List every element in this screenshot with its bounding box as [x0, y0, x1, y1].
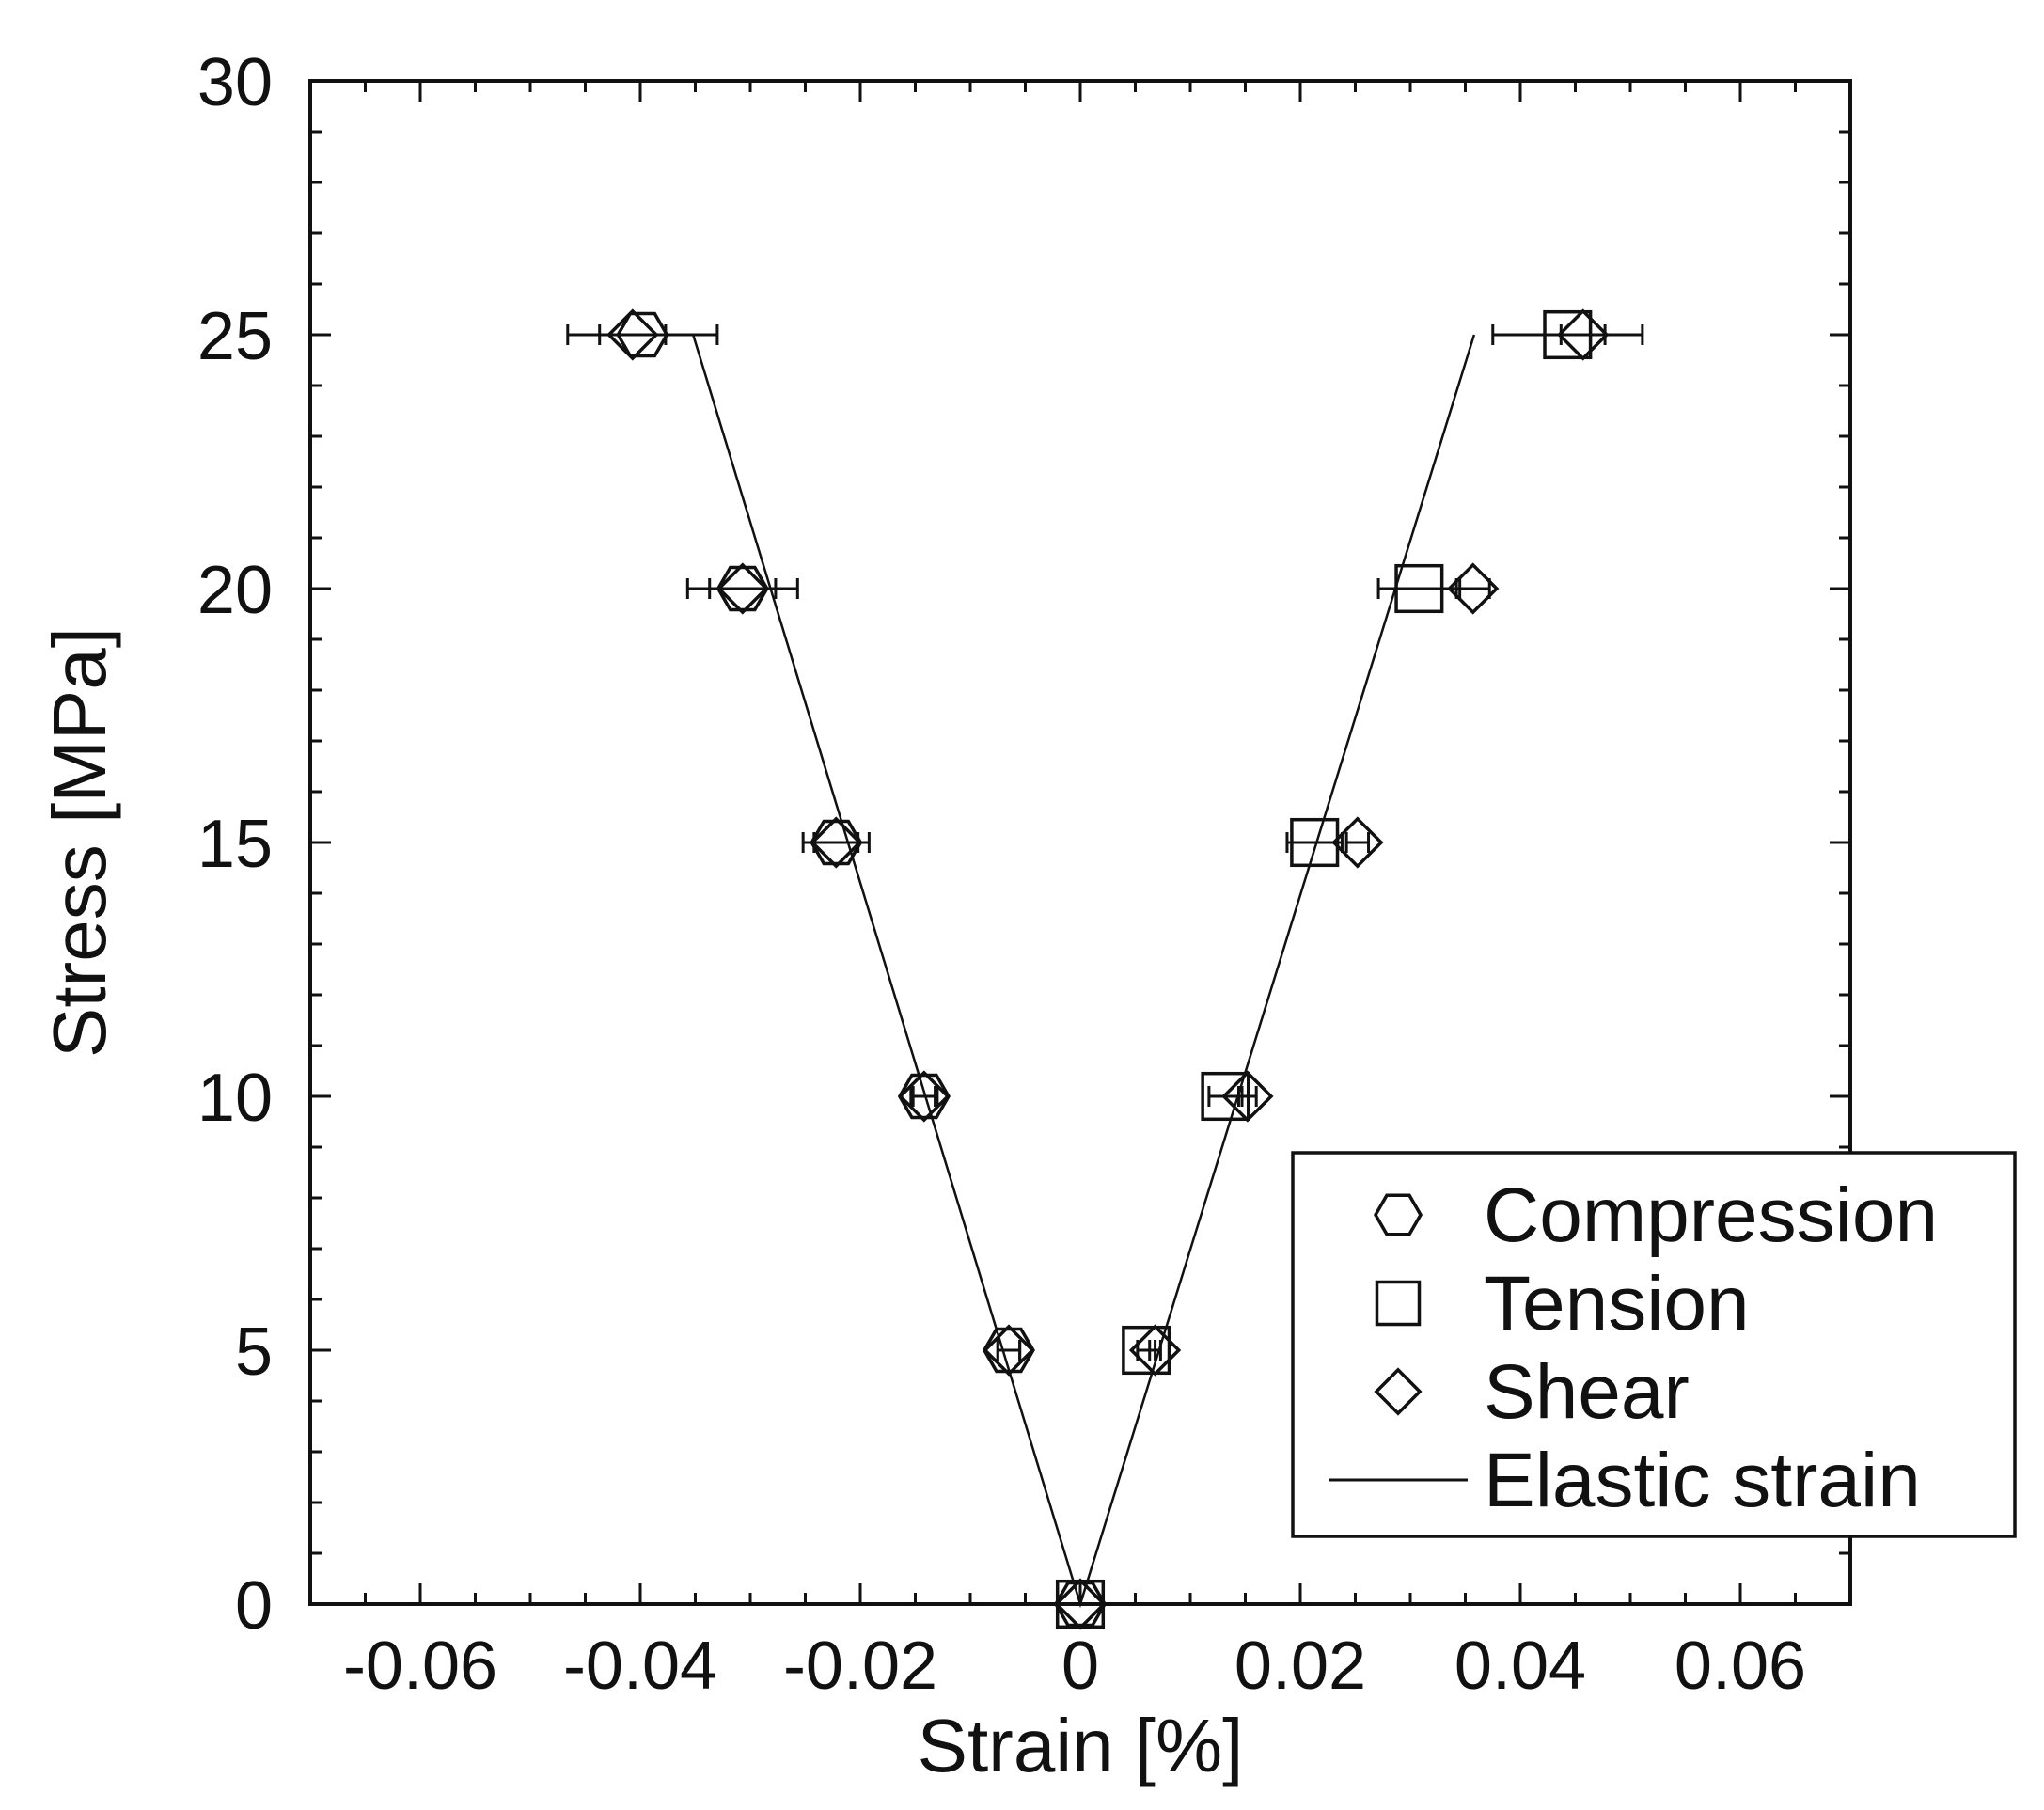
- legend-label-tension: Tension: [1484, 1261, 1750, 1346]
- y-axis-title: Stress [MPa]: [38, 627, 121, 1058]
- y-axis: 0 5 10 15 20 25 30: [197, 45, 1850, 1644]
- y-tick-label: 30: [197, 45, 273, 120]
- x-tick-label: -0.06: [343, 1629, 497, 1704]
- legend-box: [1291, 1151, 2017, 1538]
- shear-point: [1557, 308, 1610, 361]
- tension-point: [1394, 563, 1444, 614]
- legend-label-shear: Shear: [1484, 1349, 1690, 1435]
- x-axis: -0.06 -0.04 -0.02 0 0.02 0.04 0.06: [308, 81, 1852, 1704]
- x-tick-label: 0.02: [1234, 1629, 1366, 1704]
- legend-shear-symbol: [1374, 1367, 1423, 1416]
- legend-tension-symbol: [1375, 1280, 1422, 1327]
- x-tick-label: 0.06: [1675, 1629, 1806, 1704]
- series-group: [566, 308, 1644, 1630]
- shear-point: [1221, 1070, 1274, 1123]
- y-tick-label: 5: [235, 1314, 273, 1390]
- x-tick-label: 0: [1061, 1629, 1099, 1704]
- y-tick-label: 25: [197, 299, 273, 374]
- y-tick-label: 0: [235, 1568, 273, 1644]
- y-tick-label: 15: [197, 807, 273, 882]
- x-tick-label: -0.04: [563, 1629, 717, 1704]
- shear-point: [1128, 1324, 1182, 1377]
- x-tick-label: -0.02: [783, 1629, 937, 1704]
- shear-point: [1331, 816, 1384, 869]
- y-tick-label: 10: [197, 1061, 273, 1136]
- shear-point: [898, 1070, 951, 1123]
- x-axis-title: Strain [%]: [918, 1704, 1244, 1787]
- legend-compression-symbol: [1373, 1193, 1423, 1236]
- shear-point: [716, 562, 769, 615]
- tension-point: [1290, 817, 1340, 868]
- shear-point: [606, 308, 659, 361]
- tension-point: [1122, 1325, 1171, 1376]
- shear-point: [1054, 1578, 1107, 1630]
- shear-point: [983, 1324, 1035, 1377]
- x-tick-label: 0.04: [1454, 1629, 1586, 1704]
- shear-point: [810, 816, 862, 869]
- legend-label-elastic-strain: Elastic strain: [1484, 1438, 1921, 1523]
- shear-point: [1447, 562, 1500, 615]
- legend-label-compression: Compression: [1484, 1173, 1938, 1258]
- elastic-strain-line: [692, 334, 1476, 1609]
- y-tick-label: 20: [197, 553, 273, 628]
